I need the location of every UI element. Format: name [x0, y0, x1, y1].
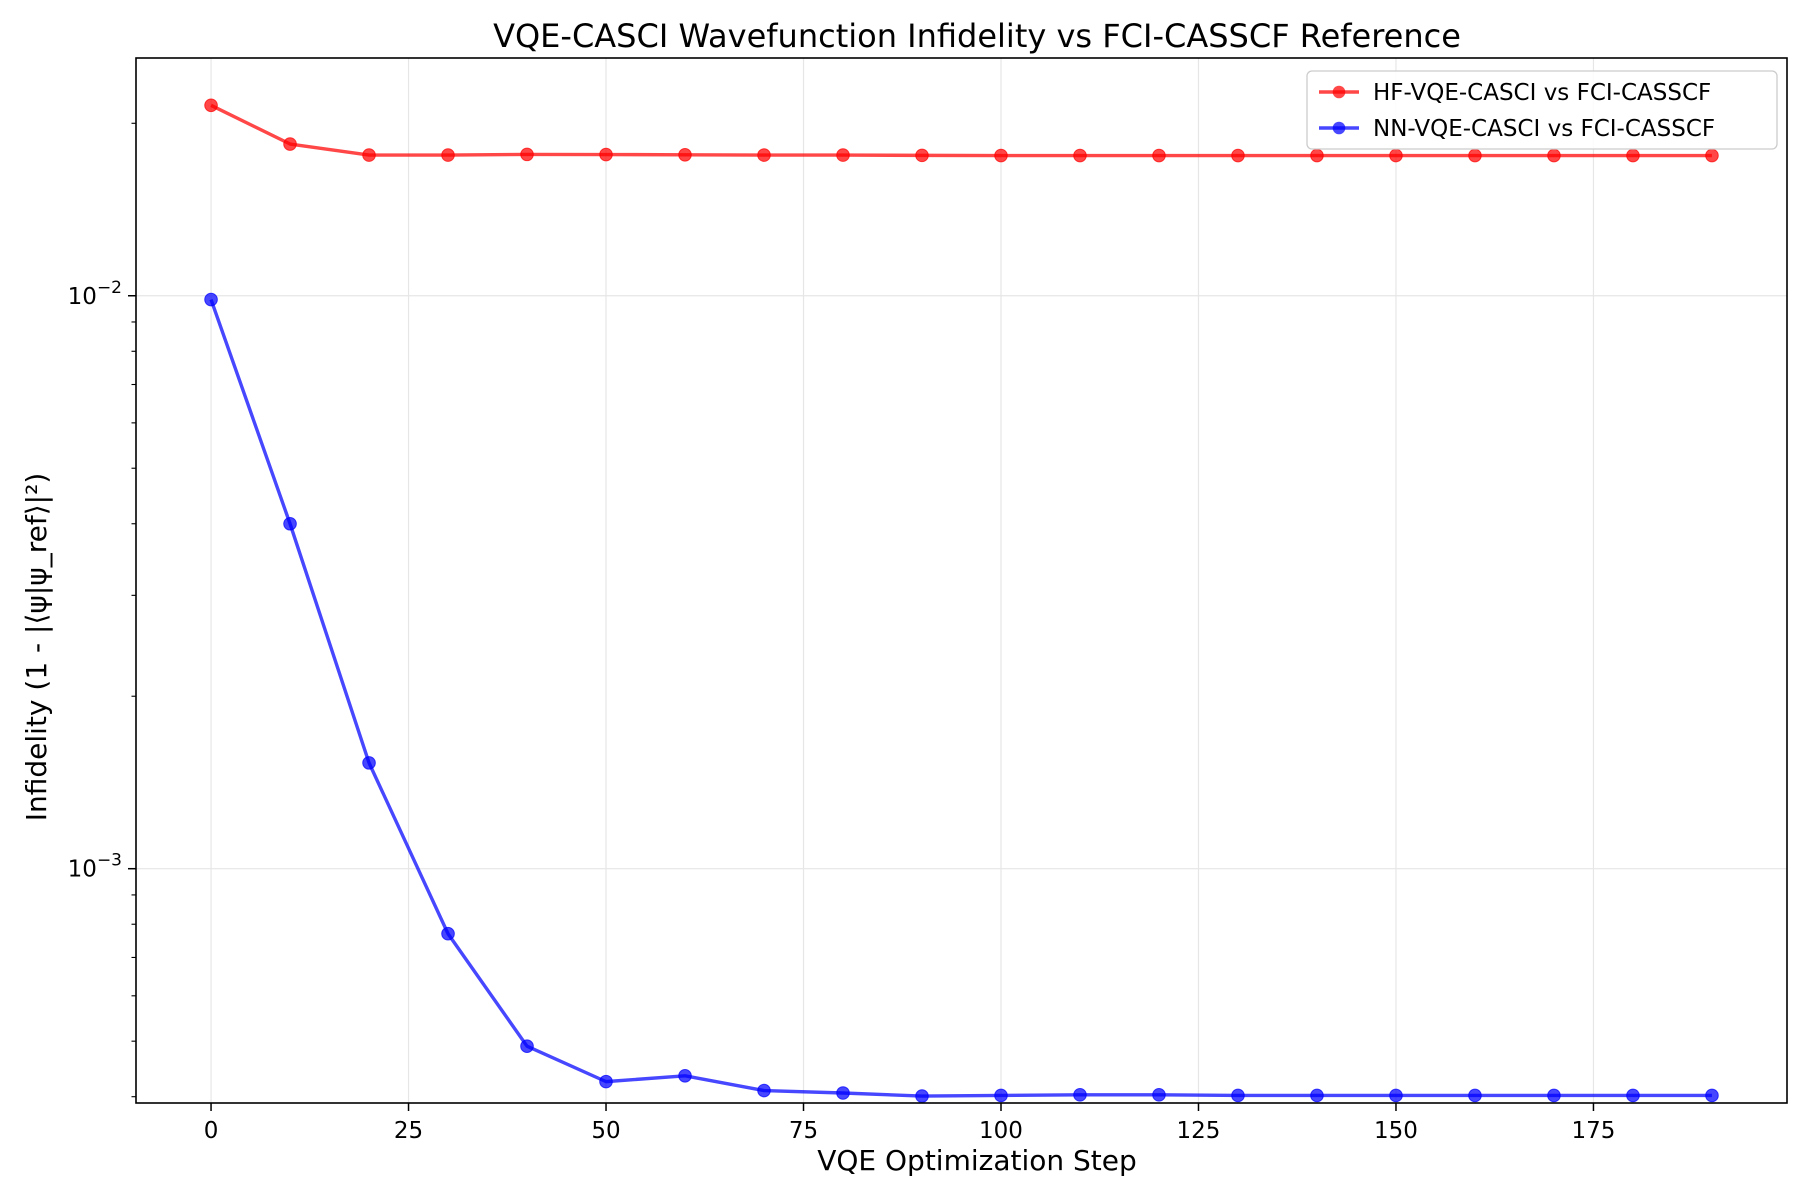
- data-point: [362, 756, 376, 770]
- data-point: [362, 148, 376, 162]
- data-point: [915, 148, 929, 163]
- data-point: [204, 292, 218, 307]
- data-point: [1231, 148, 1245, 163]
- y-tick-label-base: 10: [68, 857, 97, 883]
- plot-area: [136, 58, 1787, 1103]
- series-line: [210, 103, 1712, 158]
- data-point: [520, 147, 534, 162]
- y-tick-label: 10−3: [68, 851, 122, 883]
- legend-item: HF-VQE-CASCI vs FCI-CASSCF: [1319, 80, 1711, 106]
- y-tick-label-exponent: −3: [97, 851, 122, 871]
- x-axis-label: VQE Optimization Step: [817, 1144, 1137, 1177]
- data-point: [757, 1083, 771, 1098]
- axes-frame: [135, 57, 1788, 1104]
- data-point: [994, 148, 1008, 163]
- data-point: [1626, 1088, 1640, 1103]
- data-point: [441, 926, 455, 941]
- grid-lines: [136, 58, 1787, 1103]
- x-tick-label: 50: [591, 1118, 620, 1144]
- data-point: [1152, 1088, 1166, 1102]
- data-point: [1389, 1088, 1403, 1103]
- legend: HF-VQE-CASCI vs FCI-CASSCF NN-VQE-CASCI v…: [1306, 70, 1778, 150]
- data-point: [599, 1074, 613, 1089]
- x-tick-label: 100: [979, 1118, 1023, 1144]
- x-tick-label: 0: [204, 1118, 219, 1144]
- x-tick-label: 75: [789, 1118, 818, 1144]
- data-point: [1310, 148, 1324, 163]
- data-point: [994, 1088, 1008, 1103]
- x-tick-label: 175: [1572, 1118, 1616, 1144]
- series-layer: [204, 98, 1719, 1103]
- legend-label: HF-VQE-CASCI vs FCI-CASSCF: [1373, 80, 1711, 106]
- data-point: [1310, 1088, 1324, 1103]
- data-point: [1468, 148, 1482, 163]
- legend-box: [1306, 70, 1778, 150]
- data-point: [1626, 148, 1640, 163]
- data-point: [441, 148, 455, 162]
- data-point: [1073, 1088, 1087, 1102]
- data-point: [1547, 1088, 1561, 1103]
- data-point: [678, 148, 692, 162]
- data-point: [283, 516, 297, 531]
- legend-label: NN-VQE-CASCI vs FCI-CASSCF: [1373, 116, 1715, 142]
- data-point: [599, 147, 613, 162]
- data-point: [520, 1039, 534, 1054]
- y-tick-label: 10−2: [68, 278, 122, 310]
- series-1: [204, 98, 1719, 163]
- data-point: [757, 148, 771, 162]
- y-tick-label-exponent: −2: [97, 278, 122, 298]
- y-tick-label-base: 10: [68, 284, 97, 310]
- axes: [128, 57, 1788, 1111]
- data-point: [1547, 148, 1561, 163]
- data-point: [678, 1069, 692, 1083]
- series-2: [204, 292, 1719, 1103]
- chart-title: VQE-CASCI Wavefunction Infidelity vs FCI…: [493, 17, 1461, 55]
- legend-marker: [1332, 85, 1346, 99]
- data-point: [1073, 148, 1087, 163]
- series-line: [209, 298, 1712, 1098]
- legend-item: NN-VQE-CASCI vs FCI-CASSCF: [1319, 116, 1715, 142]
- data-point: [1152, 148, 1166, 163]
- data-point: [836, 1086, 850, 1100]
- data-point: [1468, 1088, 1482, 1103]
- data-point: [1389, 148, 1403, 163]
- data-point: [1231, 1088, 1245, 1103]
- x-tick-label: 125: [1177, 1118, 1221, 1144]
- x-tick-label: 150: [1374, 1118, 1418, 1144]
- data-point: [915, 1089, 929, 1103]
- x-tick-label: 25: [394, 1118, 423, 1144]
- data-point: [283, 137, 297, 151]
- legend-marker: [1332, 121, 1346, 135]
- data-point: [1705, 1088, 1719, 1103]
- y-axis-label: Infidelity (1 - |⟨ψ|ψ_ref⟩|²): [20, 473, 53, 822]
- data-point: [1705, 148, 1719, 163]
- data-point: [204, 98, 218, 113]
- data-point: [836, 148, 850, 162]
- plot-background: [136, 58, 1787, 1103]
